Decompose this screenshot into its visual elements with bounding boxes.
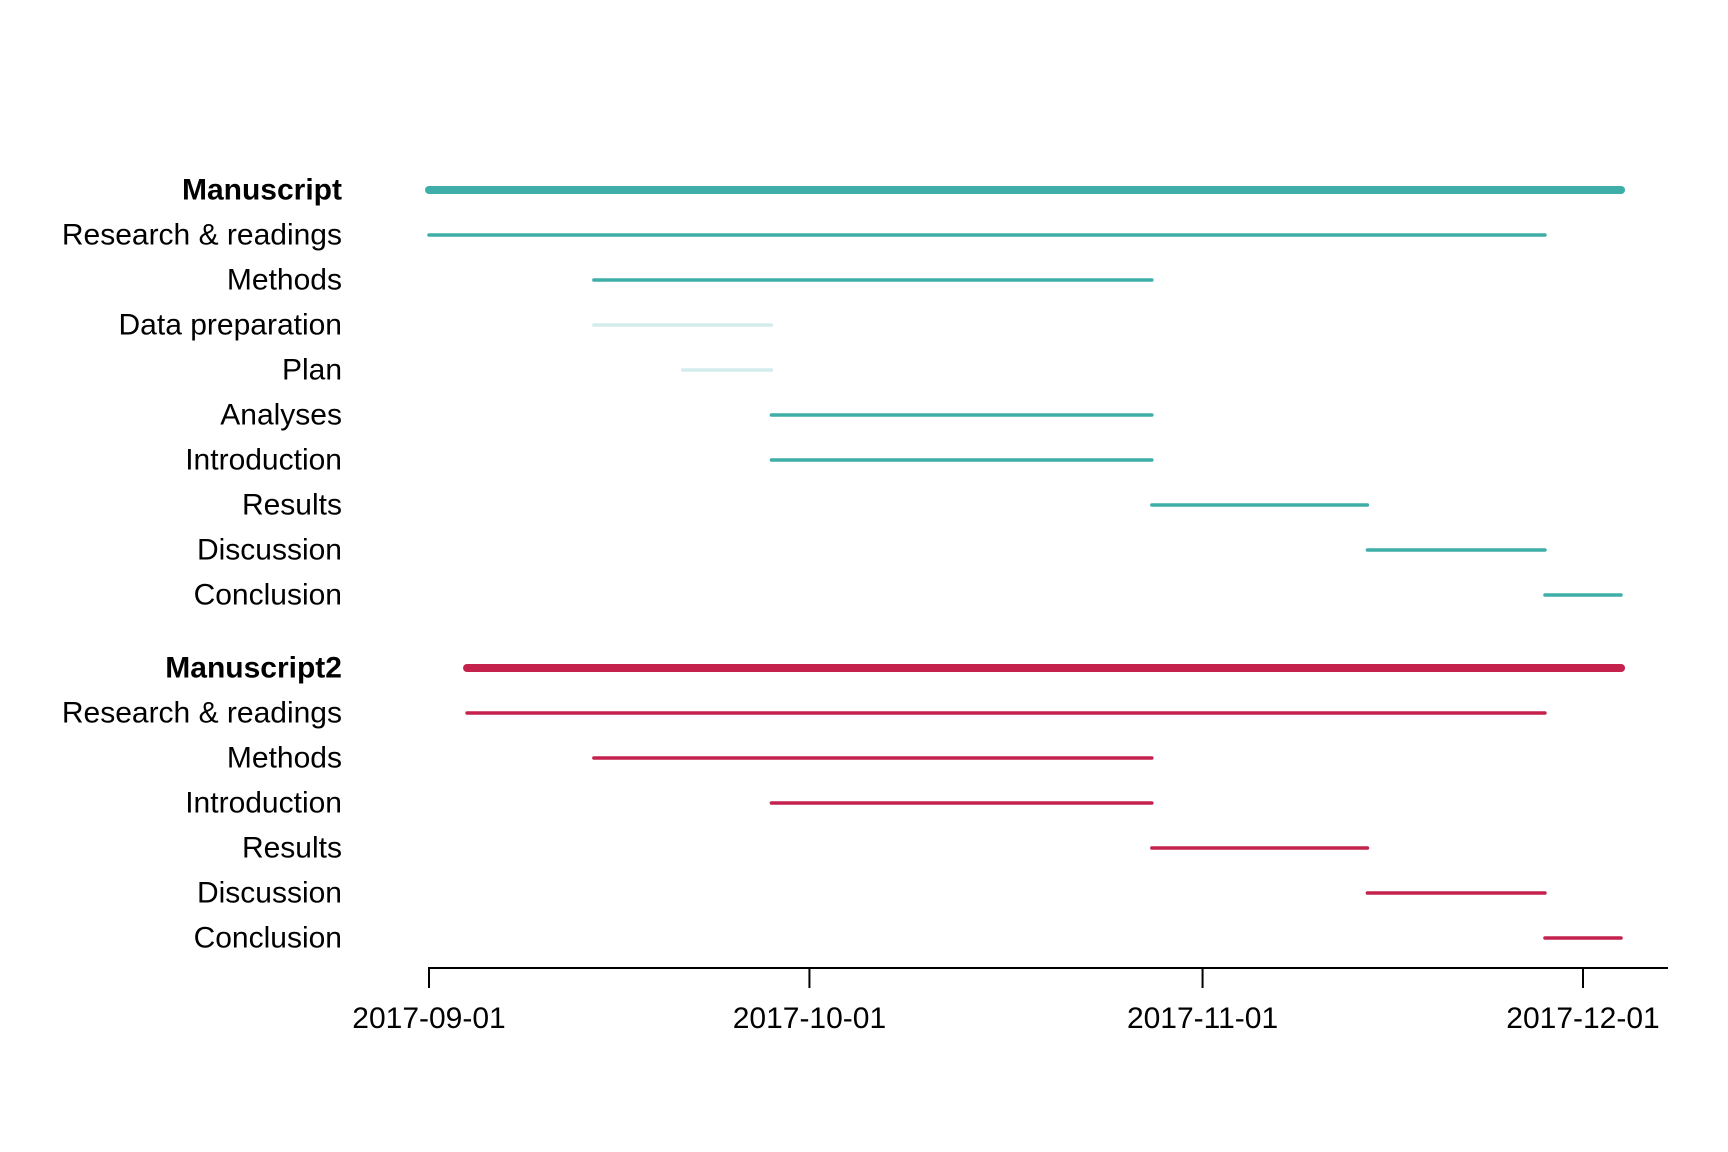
- x-tick-label: 2017-10-01: [733, 1002, 886, 1035]
- task-label: Introduction: [185, 444, 342, 477]
- x-tick-label: 2017-09-01: [352, 1002, 505, 1035]
- x-tick-label: 2017-11-01: [1127, 1002, 1278, 1035]
- task-label: Plan: [282, 354, 342, 387]
- group-label: Manuscript: [182, 174, 342, 207]
- task-label: Data preparation: [119, 309, 342, 342]
- task-label: Conclusion: [194, 579, 342, 612]
- task-label: Research & readings: [62, 697, 342, 730]
- task-label: Introduction: [185, 787, 342, 820]
- group-label: Manuscript2: [165, 652, 342, 685]
- task-label: Methods: [227, 742, 342, 775]
- chart-rows: Manuscript Research & readings Methods Data…: [62, 174, 1626, 955]
- task-label: Results: [242, 832, 342, 865]
- task-label: Research & readings: [62, 219, 342, 252]
- task-label: Results: [242, 489, 342, 522]
- task-label: Discussion: [197, 534, 342, 567]
- task-label: Methods: [227, 264, 342, 297]
- x-axis: 2017-09-01 2017-10-01 2017-11-01 2017-12-01: [352, 967, 1668, 1035]
- x-tick-label: 2017-12-01: [1506, 1002, 1659, 1035]
- task-label: Analyses: [220, 399, 342, 432]
- task-label: Conclusion: [194, 922, 342, 955]
- task-label: Discussion: [197, 877, 342, 910]
